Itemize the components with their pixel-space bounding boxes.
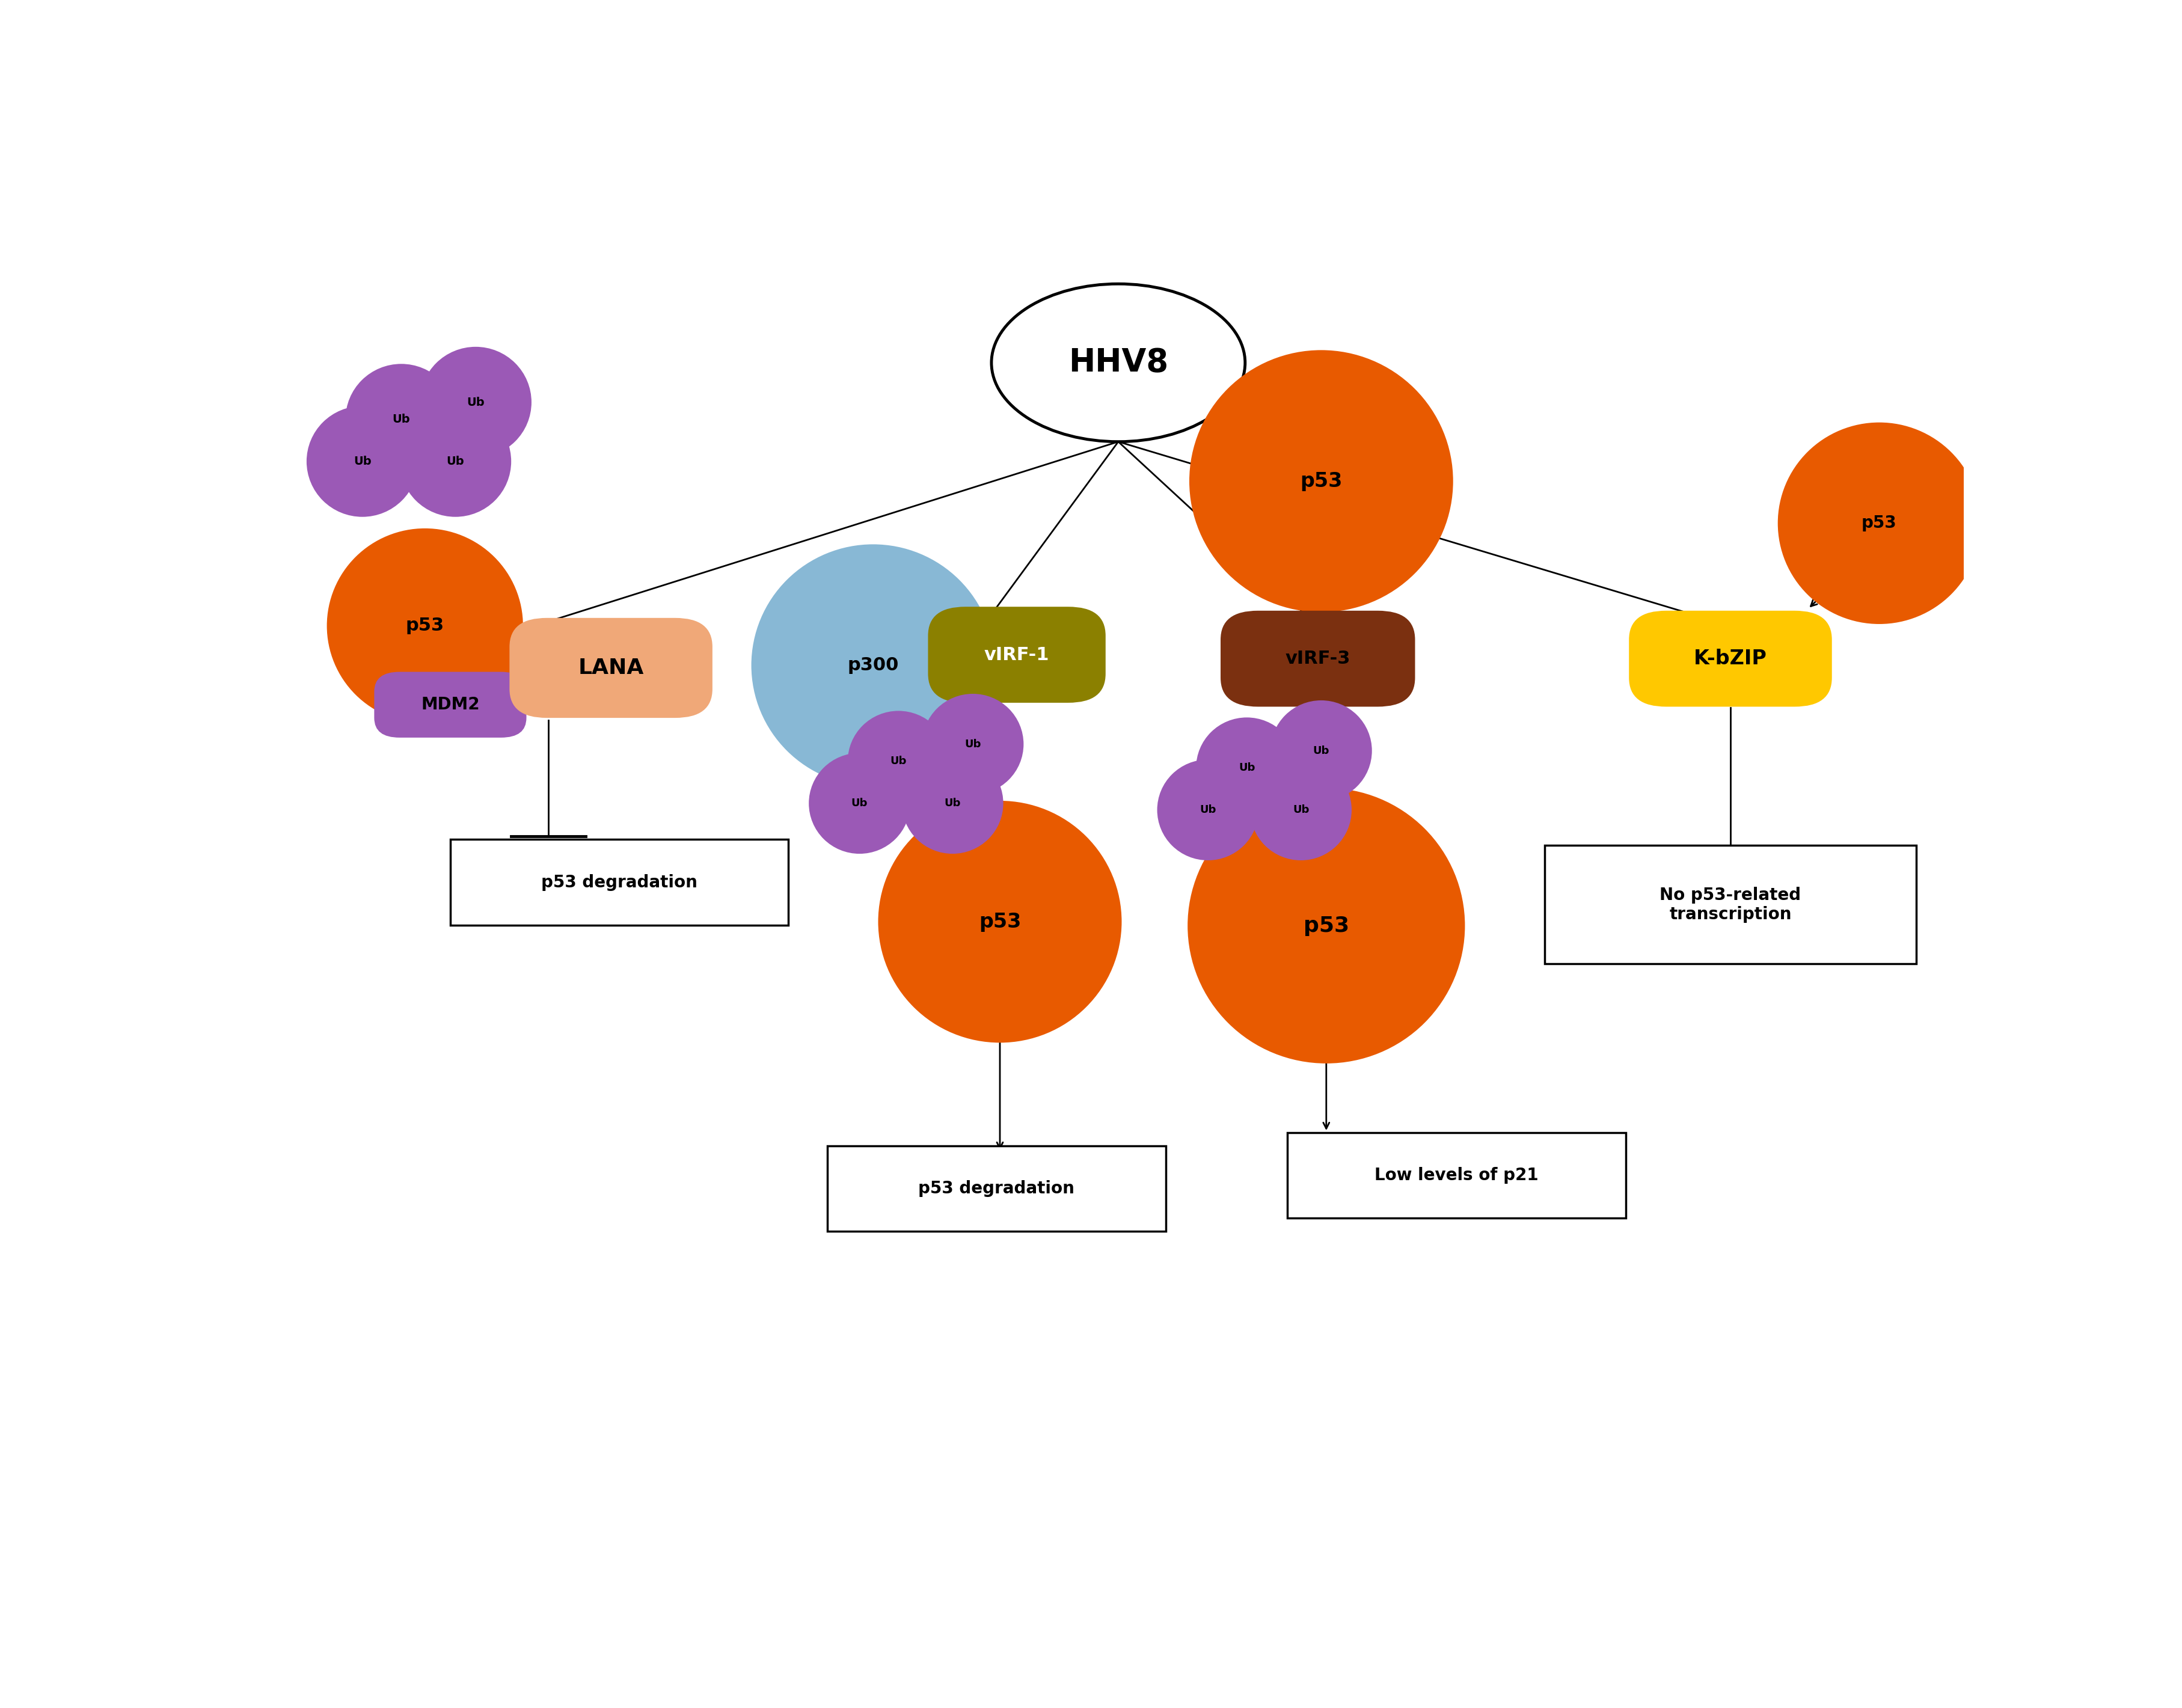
Ellipse shape [1189,350,1453,611]
Text: Ub: Ub [447,456,465,466]
FancyBboxPatch shape [927,606,1106,702]
Text: HHV8: HHV8 [1069,347,1167,379]
Text: Ub: Ub [890,757,908,767]
Ellipse shape [1778,422,1981,623]
FancyBboxPatch shape [375,671,526,738]
Text: Ub: Ub [393,413,410,425]
Bar [449,840,788,926]
FancyBboxPatch shape [1630,611,1833,707]
Text: p53: p53 [1303,915,1348,936]
Text: Low levels of p21: Low levels of p21 [1375,1167,1538,1184]
Text: MDM2: MDM2 [421,697,480,714]
Text: p53 degradation: p53 degradation [541,874,698,890]
Ellipse shape [327,528,524,722]
Ellipse shape [991,284,1246,442]
Text: K-bZIP: K-bZIP [1693,649,1767,668]
Text: p53: p53 [406,617,445,635]
Text: vIRF-3: vIRF-3 [1285,651,1351,668]
Text: Ub: Ub [964,740,982,750]
Text: p53: p53 [1861,514,1896,531]
Text: No p53-related
transcription: No p53-related transcription [1661,886,1800,922]
Text: Ub: Ub [1239,762,1255,774]
Ellipse shape [923,693,1023,794]
Text: p53: p53 [1300,471,1342,492]
Text: p53 degradation: p53 degradation [919,1180,1076,1197]
Ellipse shape [305,407,419,518]
FancyBboxPatch shape [1220,611,1416,707]
Text: p300: p300 [847,656,899,675]
Ellipse shape [751,545,995,786]
Text: Ub: Ub [945,798,960,810]
Text: vIRF-1: vIRF-1 [984,646,1050,663]
Text: Ub: Ub [467,396,484,408]
Ellipse shape [810,753,910,854]
Bar [827,1146,1165,1231]
Text: LANA: LANA [578,658,644,678]
Ellipse shape [419,347,532,458]
Bar [1545,845,1916,963]
Ellipse shape [1187,787,1464,1064]
Bar [1287,1132,1626,1218]
Text: Ub: Ub [1200,804,1215,815]
Ellipse shape [847,711,949,811]
Ellipse shape [1270,700,1372,801]
Text: Ub: Ub [1314,745,1329,757]
Ellipse shape [399,407,511,518]
Ellipse shape [1250,760,1351,861]
Ellipse shape [1156,760,1259,861]
Text: Ub: Ub [353,456,371,466]
Text: Ub: Ub [1292,804,1309,815]
Text: Ub: Ub [851,798,868,810]
FancyBboxPatch shape [511,618,714,717]
Ellipse shape [1196,717,1298,818]
Ellipse shape [877,801,1122,1042]
Ellipse shape [901,753,1004,854]
Ellipse shape [345,364,456,475]
Text: p53: p53 [980,912,1021,931]
